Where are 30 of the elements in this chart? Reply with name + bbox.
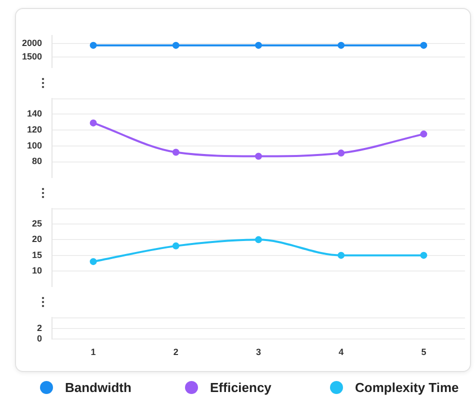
point bbox=[420, 252, 428, 259]
legend-label: Complexity Time bbox=[355, 380, 459, 395]
point bbox=[255, 236, 262, 244]
point bbox=[255, 152, 262, 160]
point bbox=[420, 130, 428, 138]
y-tick-label: 15 bbox=[32, 250, 42, 260]
legend-label: Bandwidth bbox=[65, 380, 132, 395]
x-tick-label: 2 bbox=[173, 347, 178, 358]
point bbox=[338, 252, 345, 259]
point bbox=[338, 150, 345, 157]
y-tick-label: 80 bbox=[32, 156, 42, 166]
point bbox=[172, 148, 180, 156]
y-tick-label: 2 bbox=[36, 322, 42, 333]
y-tick-label: 120 bbox=[26, 124, 42, 135]
y-tick-label: 20 bbox=[32, 234, 42, 244]
x-tick-label: 5 bbox=[421, 347, 426, 358]
y-tick-label: 140 bbox=[26, 108, 42, 119]
x-tick-label: 1 bbox=[90, 347, 96, 358]
y-tick-label: 10 bbox=[32, 265, 42, 276]
x-tick-label: 3 bbox=[256, 347, 262, 358]
y-tick-label: 2000 bbox=[22, 38, 42, 48]
y-tick-label: 25 bbox=[32, 218, 42, 229]
legend-label: Efficiency bbox=[210, 380, 272, 395]
y-tick-label: 1500 bbox=[22, 51, 42, 62]
point bbox=[90, 258, 97, 266]
y-tick-label: 0 bbox=[36, 334, 42, 344]
x-tick-label: 4 bbox=[338, 347, 344, 358]
point bbox=[172, 242, 180, 250]
y-tick-label: 100 bbox=[26, 140, 42, 150]
point bbox=[90, 119, 97, 126]
